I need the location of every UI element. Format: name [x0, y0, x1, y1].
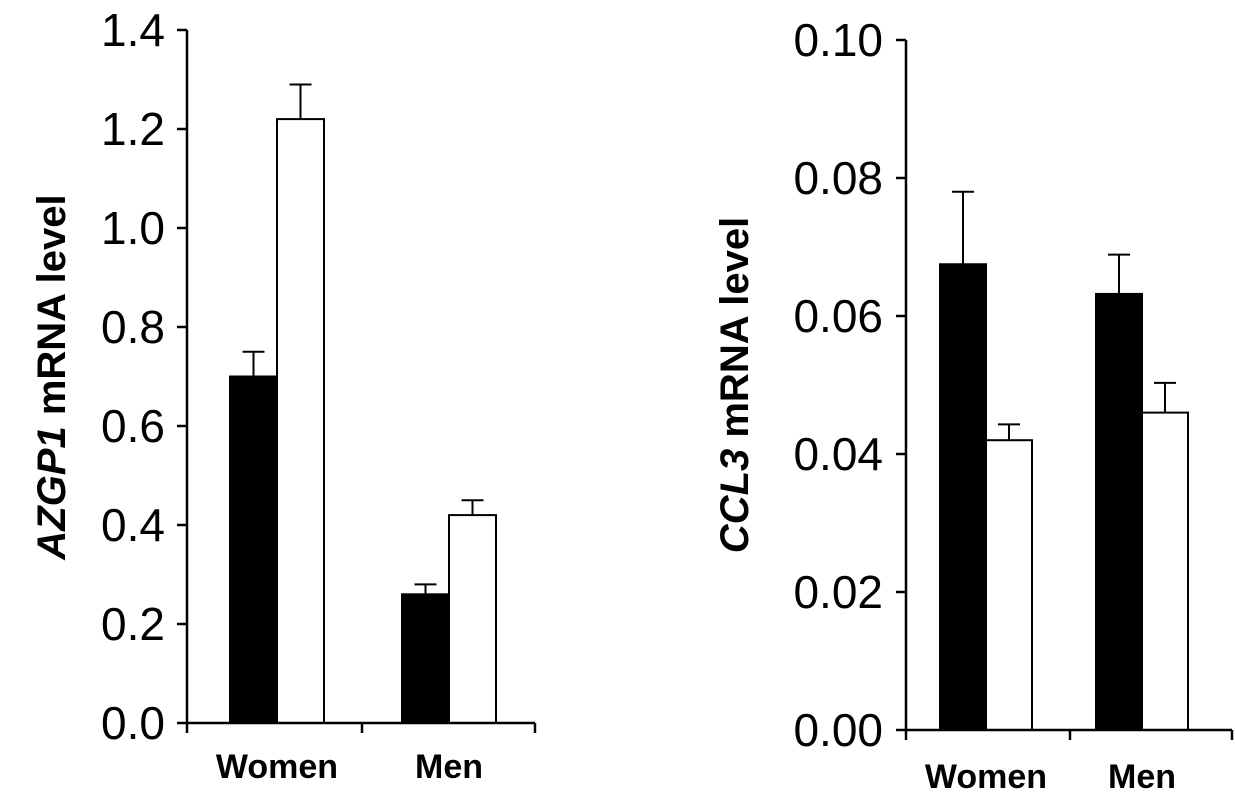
y-tick-label: 1.2 [101, 103, 165, 155]
category-label: Men [415, 748, 483, 786]
y-tick-label: 0.10 [793, 14, 883, 66]
bar-series-1-men [401, 593, 450, 724]
bar-series-2-women [985, 439, 1033, 731]
y-tick-label: 1.4 [101, 4, 165, 56]
error-bar-series-1-men [1108, 253, 1130, 294]
y-tick-label: 0.0 [101, 697, 165, 749]
y-tick-label: 0.6 [101, 400, 165, 452]
y-tick-label: 0.8 [101, 301, 165, 353]
ccl3-chart: 0.00 0.02 0.04 0.06 0.08 0.10 Women Men CCL3 mRN… [713, 14, 1234, 796]
category-label: Women [216, 748, 338, 786]
y-tick-label: 0.2 [101, 598, 165, 650]
category-label: Men [1108, 758, 1176, 796]
error-bar-series-1-women [242, 350, 265, 377]
y-tick-label: 1.0 [101, 202, 165, 254]
error-bar-series-2-women [289, 83, 312, 120]
bar-series-2-women [276, 118, 325, 725]
error-bar-series-1-men [414, 583, 437, 595]
bar-series-1-women [229, 375, 278, 724]
y-tick-label: 0.04 [793, 428, 883, 480]
bar-series-1-men [1095, 292, 1143, 731]
error-bar-series-2-men [461, 499, 484, 516]
bar-series-2-men [448, 514, 497, 724]
error-bar-series-2-men [1154, 381, 1176, 413]
y-tick-label: 0.00 [793, 704, 883, 756]
y-tick-label: 0.08 [793, 152, 883, 204]
category-label: Women [925, 758, 1047, 796]
y-tick-label: 0.02 [793, 566, 883, 618]
error-bar-series-1-women [952, 190, 974, 265]
y-axis-title: CCL3 mRNA level [713, 217, 757, 553]
y-axis-title: AZGP1 mRNA level [30, 194, 74, 560]
bar-series-1-women [939, 263, 987, 731]
y-tick-label: 0.06 [793, 290, 883, 342]
error-bar-series-2-women [998, 423, 1020, 441]
y-tick-label: 0.4 [101, 499, 165, 551]
azgp1-chart: 0.0 0.2 0.4 0.6 0.8 1.0 1.2 1.4 Women Men AZGP1 mR… [30, 4, 537, 786]
bar-series-2-men [1141, 411, 1189, 731]
